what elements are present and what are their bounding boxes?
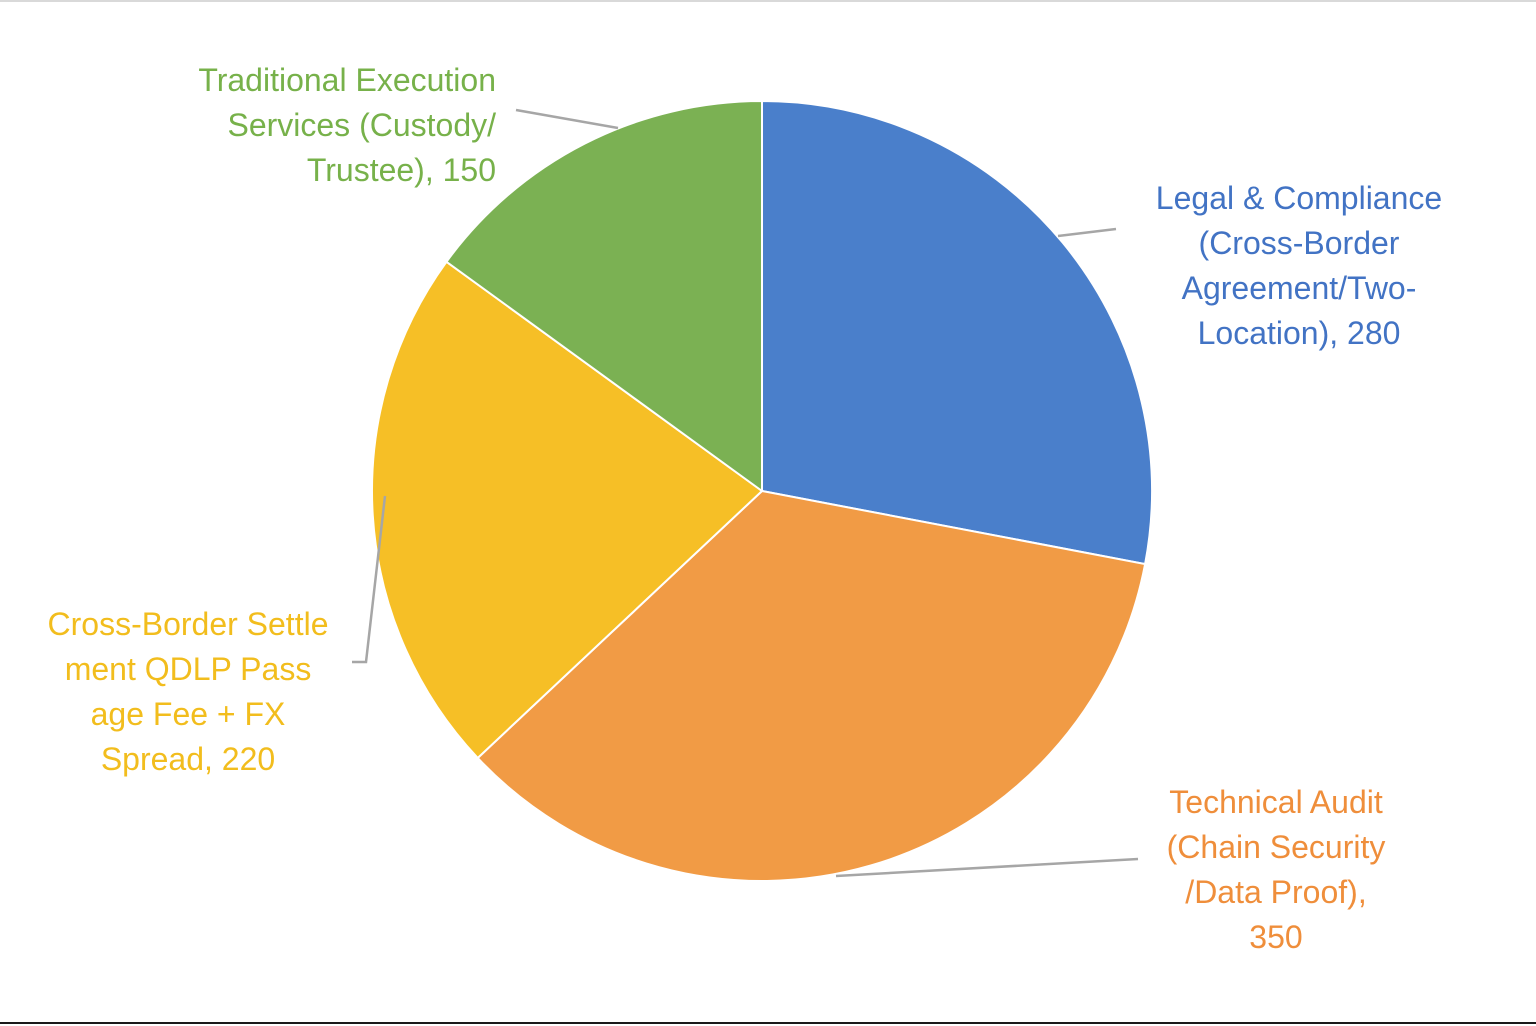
leader-line-traditional-execution (515, 108, 619, 130)
data-label-line: (Cross-Border (1198, 225, 1400, 261)
data-label-line: /Data Proof), (1185, 874, 1367, 910)
data-label-technical-audit: Technical Audit (Chain Security /Data Pr… (1126, 780, 1426, 960)
data-label-line: Location), 280 (1197, 315, 1401, 351)
pie-slices (370, 100, 1153, 882)
leader-line-technical-audit (835, 857, 1139, 878)
pie-slice-legal-compliance (761, 100, 1153, 566)
data-label-line: Services (Custody/ (227, 107, 496, 143)
data-label-line: Technical Audit (1169, 784, 1383, 820)
data-label-line: Cross-Border Settle (47, 606, 329, 642)
leader-line-cross-border-settlement (352, 495, 387, 664)
data-label-line: age Fee + FX (90, 696, 286, 732)
leader-lines (352, 108, 1139, 878)
data-label-legal-compliance: Legal & Compliance (Cross-Border Agreeme… (1104, 176, 1494, 356)
data-label-traditional-execution: Traditional Execution Services (Custody/… (100, 58, 496, 193)
data-label-line: Agreement/Two- (1181, 270, 1417, 306)
data-label-line: Trustee), 150 (306, 152, 496, 188)
data-label-line: 350 (1249, 919, 1303, 955)
data-label-line: Legal & Compliance (1155, 180, 1443, 216)
leader-line-legal-compliance (1057, 227, 1117, 238)
pie-slice-traditional-execution (445, 100, 763, 492)
data-label-cross-border-settlement: Cross-Border Settle ment QDLP Pass age F… (16, 602, 360, 782)
data-label-line: Spread, 220 (100, 741, 276, 777)
pie-slice-cross-border-settlement (370, 260, 763, 759)
data-label-line: (Chain Security (1166, 829, 1386, 865)
pie-slice-technical-audit (476, 490, 1147, 882)
data-label-line: Traditional Execution (198, 62, 496, 98)
data-label-line: ment QDLP Pass (64, 651, 312, 687)
